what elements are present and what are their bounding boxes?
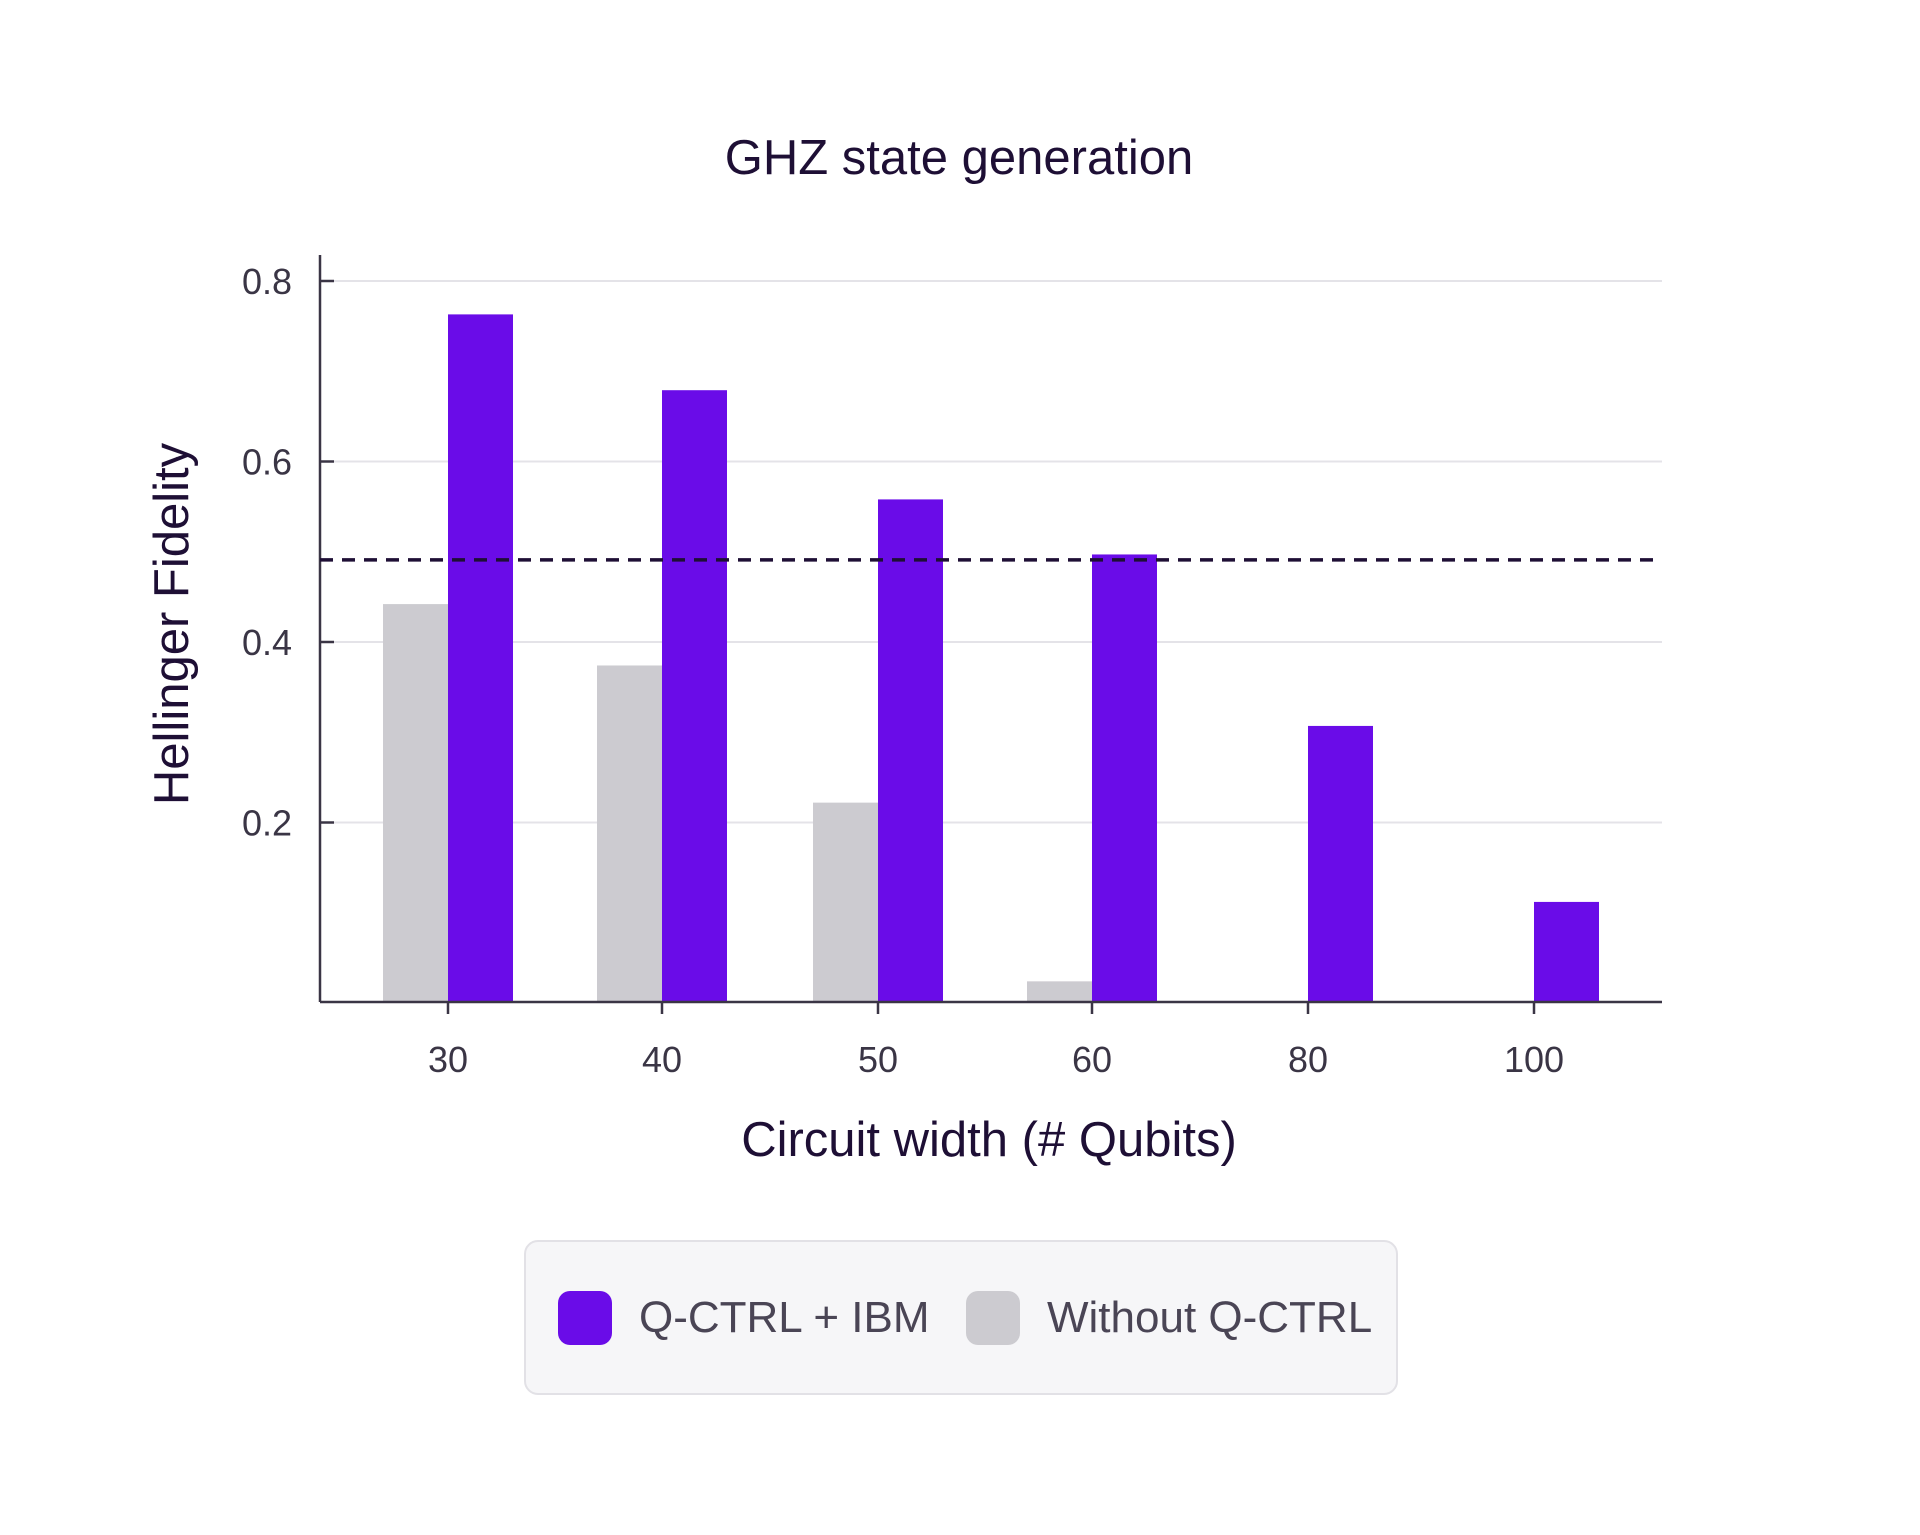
bar-qctrl-ibm-40	[662, 390, 727, 1002]
legend-label: Q-CTRL + IBM	[639, 1292, 930, 1342]
legend-label: Without Q-CTRL	[1047, 1292, 1373, 1342]
bar-qctrl-ibm-50	[878, 499, 943, 1002]
x-axis-label: Circuit width (# Qubits)	[741, 1113, 1237, 1167]
bar-qctrl-ibm-100	[1534, 901, 1599, 1002]
bar-without-qctrl-60	[1027, 981, 1092, 1002]
x-tick-label: 40	[642, 1039, 682, 1080]
x-tick-label: 30	[428, 1039, 468, 1080]
bar-qctrl-ibm-60	[1092, 554, 1157, 1002]
y-tick-label: 0.8	[242, 261, 292, 302]
x-tick-label: 50	[858, 1039, 898, 1080]
legend: Q-CTRL + IBM Without Q-CTRL	[524, 1240, 1398, 1395]
bar-qctrl-ibm-80	[1308, 725, 1373, 1002]
legend-swatch-gray	[966, 1290, 1020, 1345]
bar-qctrl-ibm-30	[448, 314, 513, 1003]
y-tick-label: 0.4	[242, 622, 292, 663]
x-tick-label: 80	[1288, 1039, 1328, 1080]
legend-item-qctrl-ibm: Q-CTRL + IBM	[558, 1290, 930, 1345]
y-tick-label: 0.6	[242, 442, 292, 483]
legend-item-without-qctrl: Without Q-CTRL	[966, 1290, 1373, 1345]
x-tick-label: 100	[1504, 1039, 1564, 1080]
bar-without-qctrl-40	[597, 665, 662, 1002]
x-tick-label: 60	[1072, 1039, 1112, 1080]
y-tick-label: 0.2	[242, 803, 292, 844]
bar-without-qctrl-30	[383, 604, 448, 1002]
chart-title: GHZ state generation	[725, 131, 1193, 185]
bar-without-qctrl-50	[813, 802, 878, 1002]
y-axis-label: Hellinger Fidelity	[145, 442, 199, 805]
legend-swatch-purple	[558, 1290, 612, 1345]
